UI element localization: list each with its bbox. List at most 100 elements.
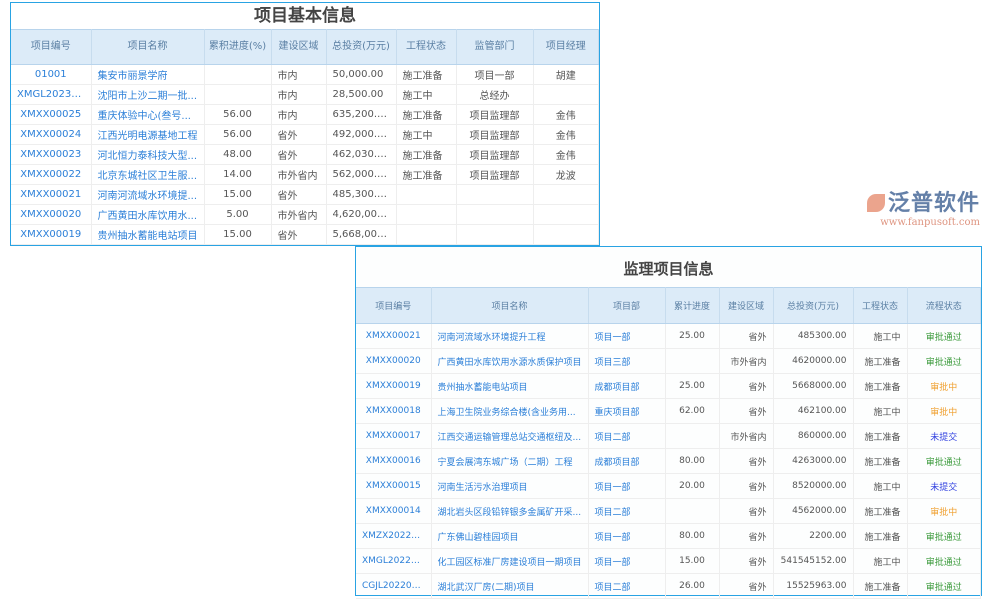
cell-project-code[interactable]: XMGL20231... bbox=[11, 84, 92, 105]
cell-project-code[interactable]: XMXX00017 bbox=[356, 423, 432, 449]
cell-project-name[interactable]: 集安市丽景学府 bbox=[91, 64, 205, 85]
cell-project-name[interactable]: 贵州抽水蓄能电站项目 bbox=[91, 224, 205, 245]
cell-project-dept[interactable]: 项目二部 bbox=[588, 573, 666, 599]
cell-project-dept[interactable]: 项目二部 bbox=[588, 423, 666, 449]
table-row[interactable]: XMXX00020 广西黄田水库饮用水... 5.00 市外省内 4,620,000.0… bbox=[11, 204, 599, 225]
cell-project-name[interactable]: 宁夏会展湾东城广场（二期）工程 bbox=[431, 448, 589, 474]
cell-project-code[interactable]: XMXX00025 bbox=[11, 104, 92, 125]
cell-project-code[interactable]: XMXX00021 bbox=[356, 323, 432, 349]
table-row[interactable]: XMXX00025 重庆体验中心(叁号... 56.00 市内 635,200.00 施工… bbox=[11, 104, 599, 125]
table-row[interactable]: XMXX00020 广西黄田水库饮用水源水质保护项目 项目三部 市外省内 4620000… bbox=[356, 348, 981, 374]
cell-manager: 龙波 bbox=[533, 164, 599, 185]
cell-project-code[interactable]: XMXX00018 bbox=[356, 398, 432, 424]
cell-project-dept[interactable]: 项目一部 bbox=[588, 548, 666, 574]
table-row[interactable]: XMXX00021 河南河流域水环境提... 15.00 省外 485,300.00 bbox=[11, 184, 599, 205]
cell-progress: 56.00 bbox=[204, 104, 272, 125]
table-row[interactable]: XMZX20220... 广东佛山碧桂园项目 项目一部 80.00 省外 2200.00 施… bbox=[356, 523, 981, 549]
cell-investment: 5668000.00 bbox=[773, 373, 854, 399]
cell-project-dept[interactable]: 成都项目部 bbox=[588, 448, 666, 474]
cell-project-code[interactable]: XMXX00021 bbox=[11, 184, 92, 205]
column-header-project-code[interactable]: 项目编号 bbox=[11, 29, 92, 65]
cell-project-code[interactable]: XMGL20220... bbox=[356, 548, 432, 574]
cell-project-code[interactable]: XMXX00020 bbox=[356, 348, 432, 374]
cell-investment: 492,000.00 bbox=[326, 124, 397, 145]
cell-project-name[interactable]: 化工园区标准厂房建设项目一期项目 bbox=[431, 548, 589, 574]
cell-project-name[interactable]: 江西光明电源基地工程 bbox=[91, 124, 205, 145]
cell-project-code[interactable]: XMXX00019 bbox=[11, 224, 92, 245]
cell-region: 市外省内 bbox=[271, 164, 327, 185]
table-row[interactable]: XMXX00024 江西光明电源基地工程 56.00 省外 492,000.00 施工中项… bbox=[11, 124, 599, 145]
table-row[interactable]: CGJL202205... 湖北武汉厂房(二期)项目 项目二部 26.00 省外 1552… bbox=[356, 573, 981, 599]
cell-project-dept[interactable]: 项目一部 bbox=[588, 523, 666, 549]
cell-project-name[interactable]: 沈阳市上沙二期一批... bbox=[91, 84, 205, 105]
table-row[interactable]: XMXX00016 宁夏会展湾东城广场（二期）工程 成都项目部 80.00 省外 4263… bbox=[356, 448, 981, 474]
cell-project-code[interactable]: XMXX00020 bbox=[11, 204, 92, 225]
table-row[interactable]: XMXX00014 湖北岩头区段铅锌银多金属矿开采... 项目二部 省外 4562000… bbox=[356, 498, 981, 524]
cell-project-name[interactable]: 河南河流域水环境提... bbox=[91, 184, 205, 205]
table-row[interactable]: XMGL20231... 沈阳市上沙二期一批... 市内 28,500.00 施工中 总经… bbox=[11, 84, 599, 105]
cell-project-dept[interactable]: 项目二部 bbox=[588, 498, 666, 524]
column-header-progress[interactable]: 累计进度 bbox=[665, 287, 720, 324]
cell-project-name[interactable]: 广西黄田水库饮用水... bbox=[91, 204, 205, 225]
column-header-project-status[interactable]: 工程状态 bbox=[853, 287, 908, 324]
table-row[interactable]: XMXX00017 江西交通运输管理总站交通枢纽及... 项目二部 市外省内 86000… bbox=[356, 423, 981, 449]
cell-project-name[interactable]: 广东佛山碧桂园项目 bbox=[431, 523, 589, 549]
cell-project-code[interactable]: XMXX00016 bbox=[356, 448, 432, 474]
cell-project-dept[interactable]: 项目三部 bbox=[588, 348, 666, 374]
cell-project-code[interactable]: XMXX00022 bbox=[11, 164, 92, 185]
cell-project-dept[interactable]: 项目一部 bbox=[588, 473, 666, 499]
cell-region: 省外 bbox=[271, 144, 327, 165]
table-row[interactable]: 01001 集安市丽景学府 市内 50,000.00 施工准备 项目一部 胡建 bbox=[11, 64, 599, 85]
column-header-investment[interactable]: 总投资(万元) bbox=[326, 29, 397, 65]
column-header-project-name[interactable]: 项目名称 bbox=[431, 287, 589, 324]
cell-project-name[interactable]: 河北恒力泰科技大型... bbox=[91, 144, 205, 165]
column-header-project-dept[interactable]: 项目部 bbox=[588, 287, 666, 324]
cell-project-code[interactable]: XMZX20220... bbox=[356, 523, 432, 549]
cell-project-name[interactable]: 湖北岩头区段铅锌银多金属矿开采... bbox=[431, 498, 589, 524]
cell-project-code[interactable]: XMXX00024 bbox=[11, 124, 92, 145]
cell-project-name[interactable]: 湖北武汉厂房(二期)项目 bbox=[431, 573, 589, 599]
column-header-project-name[interactable]: 项目名称 bbox=[91, 29, 205, 65]
table-row[interactable]: XMXX00019 贵州抽水蓄能电站项目 成都项目部 25.00 省外 5668000.0… bbox=[356, 373, 981, 399]
cell-project-name[interactable]: 重庆体验中心(叁号... bbox=[91, 104, 205, 125]
column-header-investment[interactable]: 总投资(万元) bbox=[773, 287, 854, 324]
column-header-project-code[interactable]: 项目编号 bbox=[356, 287, 432, 324]
cell-project-code[interactable]: 01001 bbox=[11, 64, 92, 85]
cell-investment: 462100.00 bbox=[773, 398, 854, 424]
cell-project-code[interactable]: XMXX00015 bbox=[356, 473, 432, 499]
column-header-region[interactable]: 建设区域 bbox=[271, 29, 327, 65]
cell-project-code[interactable]: XMXX00019 bbox=[356, 373, 432, 399]
cell-investment: 5,668,000.00 bbox=[326, 224, 397, 245]
cell-project-code[interactable]: XMXX00014 bbox=[356, 498, 432, 524]
column-header-manager[interactable]: 项目经理 bbox=[533, 29, 599, 65]
cell-project-status: 施工准备 bbox=[853, 498, 908, 524]
cell-project-name[interactable]: 贵州抽水蓄能电站项目 bbox=[431, 373, 589, 399]
cell-project-name[interactable]: 广西黄田水库饮用水源水质保护项目 bbox=[431, 348, 589, 374]
cell-investment: 4263000.00 bbox=[773, 448, 854, 474]
cell-region: 市内 bbox=[271, 64, 327, 85]
table-row[interactable]: XMXX00018 上海卫生院业务综合楼(含业务用... 重庆项目部 62.00 省外 4… bbox=[356, 398, 981, 424]
table-row[interactable]: XMXX00019 贵州抽水蓄能电站项目 15.00 省外 5,668,000.00 bbox=[11, 224, 599, 245]
cell-project-name[interactable]: 上海卫生院业务综合楼(含业务用... bbox=[431, 398, 589, 424]
cell-project-name[interactable]: 河南河流域水环境提升工程 bbox=[431, 323, 589, 349]
cell-project-dept[interactable]: 重庆项目部 bbox=[588, 398, 666, 424]
column-header-progress[interactable]: 累积进度(%) bbox=[204, 29, 272, 65]
cell-project-dept[interactable]: 成都项目部 bbox=[588, 373, 666, 399]
column-header-department[interactable]: 监管部门 bbox=[456, 29, 534, 65]
table-row[interactable]: XMXX00022 北京东城社区卫生服... 14.00 市外省内 562,000.00… bbox=[11, 164, 599, 185]
cell-project-name[interactable]: 河南生活污水治理项目 bbox=[431, 473, 589, 499]
cell-project-dept[interactable]: 项目一部 bbox=[588, 323, 666, 349]
column-header-project-status[interactable]: 工程状态 bbox=[396, 29, 457, 65]
cell-project-name[interactable]: 北京东城社区卫生服... bbox=[91, 164, 205, 185]
cell-manager: 金伟 bbox=[533, 144, 599, 165]
table-row[interactable]: XMXX00023 河北恒力泰科技大型... 48.00 省外 462,030.00 施工… bbox=[11, 144, 599, 165]
column-header-flow-status[interactable]: 流程状态 bbox=[907, 287, 981, 324]
table-row[interactable]: XMGL20220... 化工园区标准厂房建设项目一期项目 项目一部 15.00 省外 5… bbox=[356, 548, 981, 574]
table-row[interactable]: XMXX00021 河南河流域水环境提升工程 项目一部 25.00 省外 485300.0… bbox=[356, 323, 981, 349]
cell-project-code[interactable]: CGJL202205... bbox=[356, 573, 432, 599]
column-header-region[interactable]: 建设区域 bbox=[719, 287, 774, 324]
cell-project-name[interactable]: 江西交通运输管理总站交通枢纽及... bbox=[431, 423, 589, 449]
cell-project-code[interactable]: XMXX00023 bbox=[11, 144, 92, 165]
cell-region: 市内 bbox=[271, 84, 327, 105]
table-row[interactable]: XMXX00015 河南生活污水治理项目 项目一部 20.00 省外 8520000.00… bbox=[356, 473, 981, 499]
